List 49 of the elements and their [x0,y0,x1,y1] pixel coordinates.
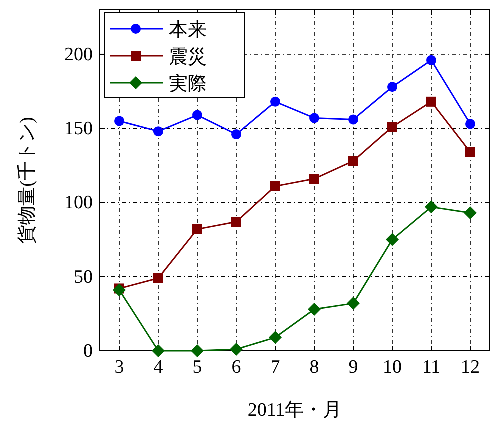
x-tick-label: 6 [232,357,242,378]
point [154,126,164,137]
legend-label: 本来 [169,20,207,41]
x-tick-label: 12 [461,357,480,378]
point [425,200,438,214]
point [270,181,280,192]
point [386,233,399,246]
point [466,147,476,158]
x-tick-label: 5 [192,357,202,378]
x-tick-label: 9 [348,357,358,378]
x-tick-label: 10 [383,357,402,378]
point [388,82,398,92]
point [347,297,360,310]
x-axis-title: 2011年・月 [248,400,342,421]
point [464,206,477,220]
point [348,114,358,125]
y-tick-label: 50 [74,266,93,288]
point [269,331,282,344]
point [310,113,320,124]
x-tick-label: 11 [422,357,441,378]
x-tick-label: 4 [154,357,164,378]
point [232,217,242,228]
point [466,119,476,130]
x-tick-label: 7 [270,357,280,378]
point [191,344,204,358]
point [152,344,165,358]
x-tick-label: 8 [310,357,320,378]
point [270,96,280,107]
point [154,273,164,284]
y-axis-title: 貨物量(千トン) [17,117,38,244]
point [230,343,243,356]
legend-label: 実際 [169,73,207,95]
y-tick-label: 200 [64,44,93,66]
legend-label: 震災 [169,47,207,68]
y-tick-label: 100 [64,192,93,214]
point [113,284,126,297]
y-tick-label: 150 [64,118,93,140]
point [192,110,202,120]
point [192,224,202,234]
point [114,116,124,126]
point [426,96,436,107]
point [426,55,436,66]
point [348,156,358,166]
y-tick-label: 0 [84,341,93,362]
point [232,130,242,140]
point [308,302,321,316]
point [310,174,320,184]
point [388,122,398,132]
x-tick-label: 3 [114,357,124,378]
